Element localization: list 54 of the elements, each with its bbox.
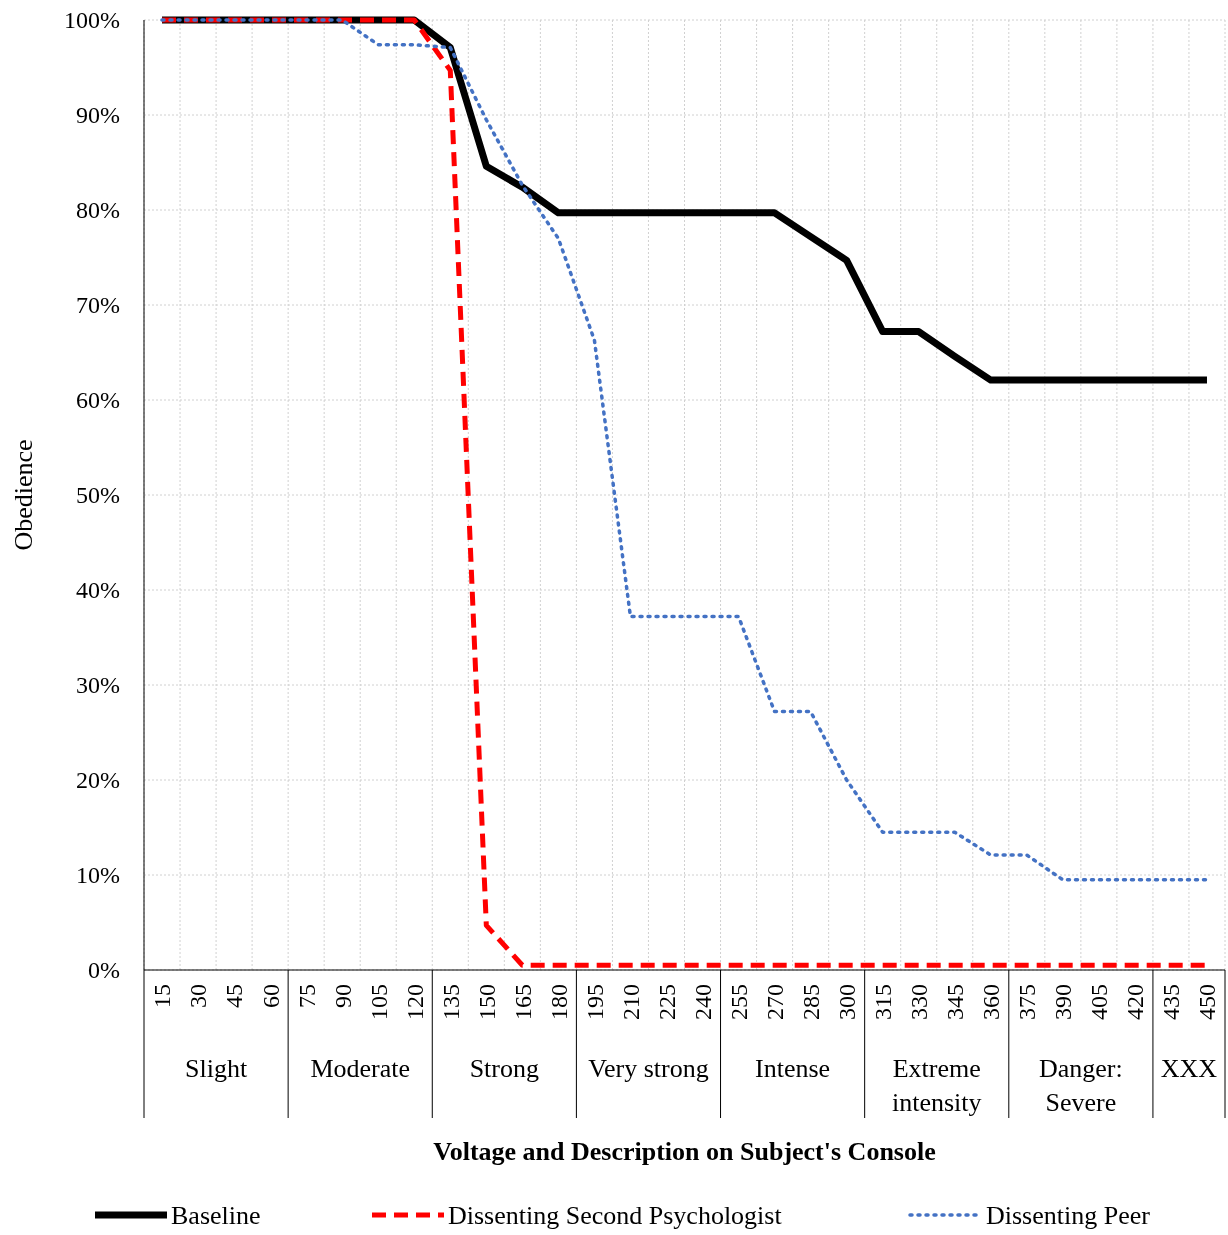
text: Extreme intensity [891, 1054, 982, 1117]
x-tick-label: 210 [617, 984, 644, 1020]
text: Moderate [310, 1054, 411, 1083]
x-tick-label: 30 [185, 984, 212, 1008]
x-tick-label: 270 [761, 984, 788, 1020]
x-tick-label: 330 [906, 984, 933, 1020]
x-tick-label: 225 [653, 984, 680, 1020]
y-tick-label: 70% [76, 292, 120, 319]
x-tick-label: 300 [834, 984, 861, 1020]
text: XXX [1160, 1054, 1218, 1083]
x-tick-label: 450 [1194, 984, 1221, 1020]
legend-label: Dissenting Second Psychologist [448, 1201, 783, 1231]
text: Slight [185, 1054, 248, 1083]
y-tick-label: 100% [64, 7, 120, 34]
x-tick-label: 240 [689, 984, 716, 1020]
x-tick-label: 435 [1158, 984, 1185, 1020]
y-tick-label: 10% [76, 862, 120, 889]
legend-label: Dissenting Peer [986, 1201, 1151, 1231]
x-tick-label: 120 [401, 984, 428, 1020]
y-tick-label: 0% [88, 957, 120, 984]
x-tick-label: 375 [1014, 984, 1041, 1020]
x-tick-label: 75 [293, 984, 320, 1008]
x-tick-label: 15 [149, 984, 176, 1008]
text: Danger: Severe [1038, 1054, 1123, 1117]
y-tick-label: 30% [76, 672, 120, 699]
x-tick-label: 195 [581, 984, 608, 1020]
x-tick-label: 180 [545, 984, 572, 1020]
x-tick-label: 345 [942, 984, 969, 1020]
x-tick-label: 405 [1086, 984, 1113, 1020]
y-tick-label: 80% [76, 197, 120, 224]
y-tick-label: 50% [76, 482, 120, 509]
y-tick-label: 40% [76, 577, 120, 604]
legend-label: Baseline [171, 1201, 261, 1231]
x-axis-title: Voltage and Description on Subject's Console [433, 1137, 936, 1166]
x-tick-label: 45 [221, 984, 248, 1008]
x-tick-label: 90 [329, 984, 356, 1008]
text: Very strong [588, 1054, 709, 1083]
y-tick-label: 20% [76, 767, 120, 794]
x-tick-label: 315 [870, 984, 897, 1020]
x-tick-label: 285 [798, 984, 825, 1020]
x-tick-label: 390 [1050, 984, 1077, 1020]
x-tick-label: 360 [978, 984, 1005, 1020]
x-tick-label: 420 [1122, 984, 1149, 1020]
x-tick-label: 165 [509, 984, 536, 1020]
x-tick-label: 255 [725, 984, 752, 1020]
text: Strong [469, 1054, 540, 1083]
y-axis-title: Obedience [9, 439, 38, 551]
x-tick-label: 135 [437, 984, 464, 1020]
x-tick-label: 105 [365, 984, 392, 1020]
text: Intense [755, 1054, 831, 1083]
y-tick-label: 60% [76, 387, 120, 414]
x-tick-label: 150 [473, 984, 500, 1020]
y-tick-label: 90% [76, 102, 120, 129]
x-tick-label: 60 [257, 984, 284, 1008]
